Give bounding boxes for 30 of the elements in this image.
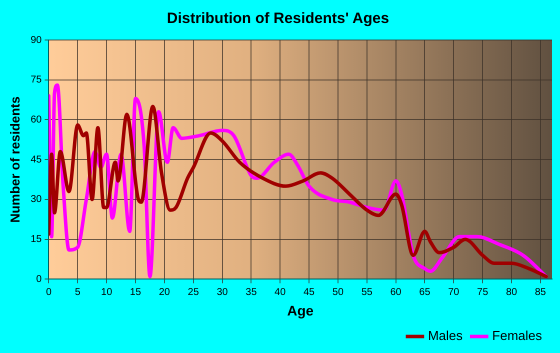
x-tick-label: 25 xyxy=(188,286,200,298)
y-tick-label: 45 xyxy=(30,154,42,166)
chart-title: Distribution of Residents' Ages xyxy=(166,10,390,28)
x-tick-label: 50 xyxy=(332,286,344,298)
x-tick-label: 15 xyxy=(130,286,142,298)
x-tick-label: 45 xyxy=(303,286,316,298)
x-axis-title: Age xyxy=(287,302,314,318)
y-tick-label: 0 xyxy=(36,274,42,285)
x-tick-label: 70 xyxy=(448,286,460,298)
x-tick-label: 30 xyxy=(216,286,228,298)
x-tick-label: 55 xyxy=(361,286,373,298)
x-tick-label: 75 xyxy=(477,286,489,298)
x-tick-label: 20 xyxy=(158,286,170,298)
y-tick-label: 75 xyxy=(30,74,42,86)
x-tick-label: 5 xyxy=(74,286,81,298)
legend-label: Males xyxy=(428,328,464,344)
x-tick-label: 40 xyxy=(274,286,286,298)
x-tick-label: 0 xyxy=(46,286,52,298)
legend-label: Females xyxy=(492,328,542,344)
y-tick-label: 30 xyxy=(30,194,42,206)
x-tick-label: 65 xyxy=(419,286,431,298)
x-tick-label: 35 xyxy=(246,286,258,298)
x-tick-label: 80 xyxy=(506,286,518,298)
x-tick-label: 60 xyxy=(390,286,402,298)
y-tick-label: 90 xyxy=(30,34,42,46)
y-tick-label: 15 xyxy=(30,234,42,246)
x-tick-label: 85 xyxy=(534,286,546,298)
y-tick-label: 60 xyxy=(30,114,42,126)
y-axis-title: Number of residents xyxy=(7,96,22,223)
x-tick-label: 10 xyxy=(101,286,113,298)
